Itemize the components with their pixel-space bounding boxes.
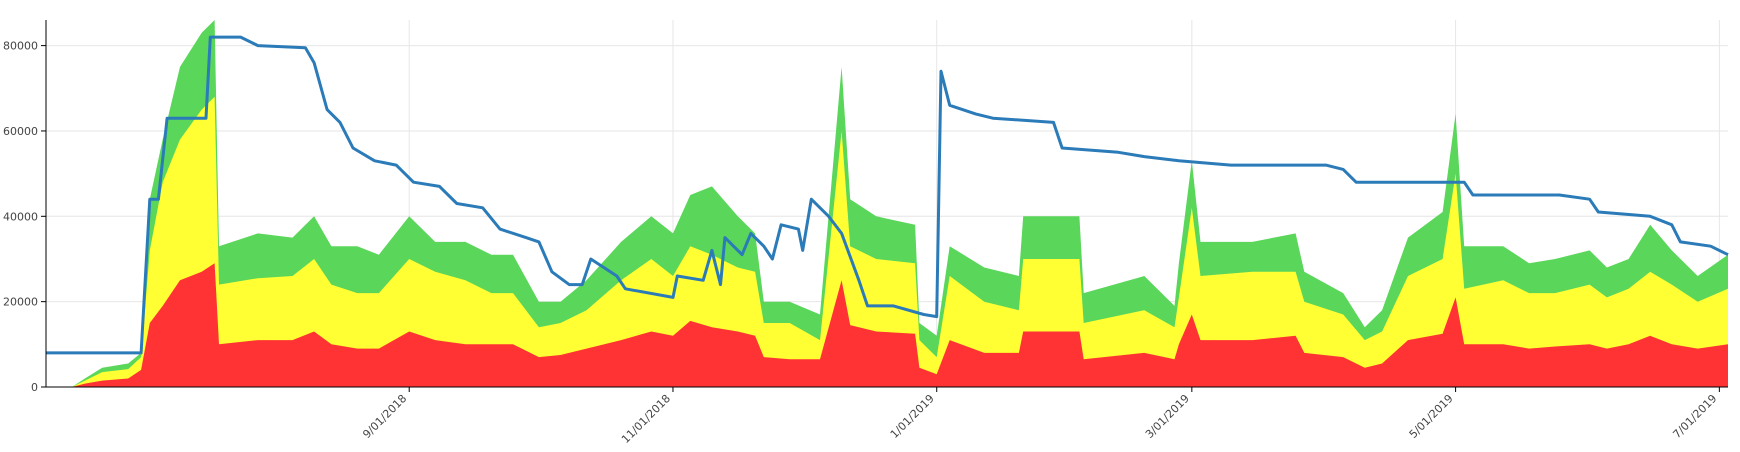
x-tick-label: 1/01/2019	[888, 392, 937, 441]
y-tick-label: 80000	[3, 40, 38, 53]
x-tick-label: 7/01/2019	[1670, 392, 1719, 441]
line-series	[46, 35, 1729, 355]
x-tick-label: 3/01/2019	[1143, 392, 1192, 441]
yellow-area	[71, 96, 1728, 388]
solid-line	[46, 35, 1729, 355]
y-tick-label: 60000	[3, 125, 38, 138]
x-tick-label: 11/01/2018	[619, 392, 673, 446]
y-tick-label: 20000	[3, 296, 38, 309]
y-tick-label: 0	[31, 381, 38, 394]
stacked-areas	[71, 20, 1728, 388]
x-tick-label: 5/01/2019	[1407, 392, 1456, 441]
x-tick-label: 9/01/2018	[360, 392, 409, 441]
y-tick-label: 40000	[3, 210, 38, 223]
red-area	[71, 263, 1728, 387]
